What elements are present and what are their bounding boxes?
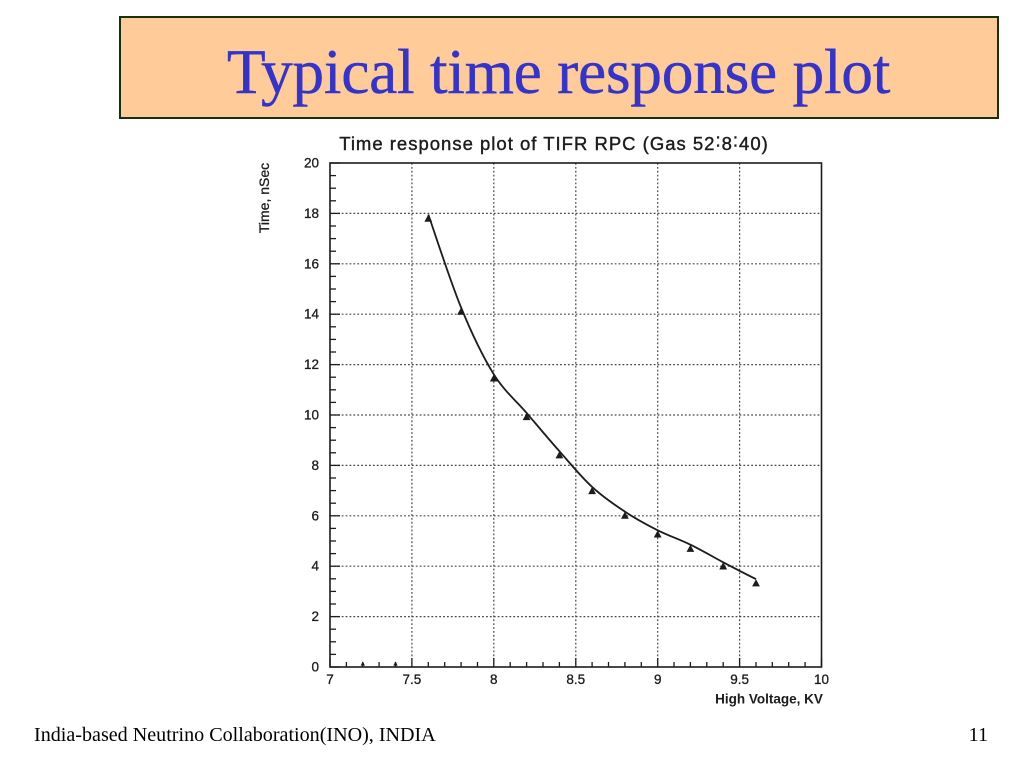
svg-text:8.5: 8.5 [566, 672, 585, 687]
svg-text:9.5: 9.5 [730, 672, 749, 687]
svg-text:9: 9 [654, 672, 662, 687]
svg-text:16: 16 [304, 256, 319, 271]
svg-text:7: 7 [326, 672, 334, 687]
svg-text:Time response plot of TIFR RPC: Time response plot of TIFR RPC (Gas 52:8… [339, 130, 769, 155]
svg-text:18: 18 [304, 206, 319, 221]
svg-text:2: 2 [311, 609, 319, 624]
svg-text:10: 10 [814, 672, 829, 687]
svg-text:8: 8 [490, 672, 498, 687]
svg-text:14: 14 [304, 307, 320, 322]
svg-text:7.5: 7.5 [403, 672, 422, 687]
svg-text:High Voltage, KV: High Voltage, KV [715, 692, 823, 707]
svg-text:Time, nSec: Time, nSec [256, 163, 272, 233]
svg-text:6: 6 [311, 508, 319, 523]
svg-text:10: 10 [304, 408, 319, 423]
svg-text:12: 12 [304, 357, 319, 372]
svg-text:0: 0 [311, 660, 319, 675]
svg-text:4: 4 [311, 559, 319, 574]
svg-text:20: 20 [304, 156, 319, 171]
svg-text:8: 8 [311, 458, 319, 473]
